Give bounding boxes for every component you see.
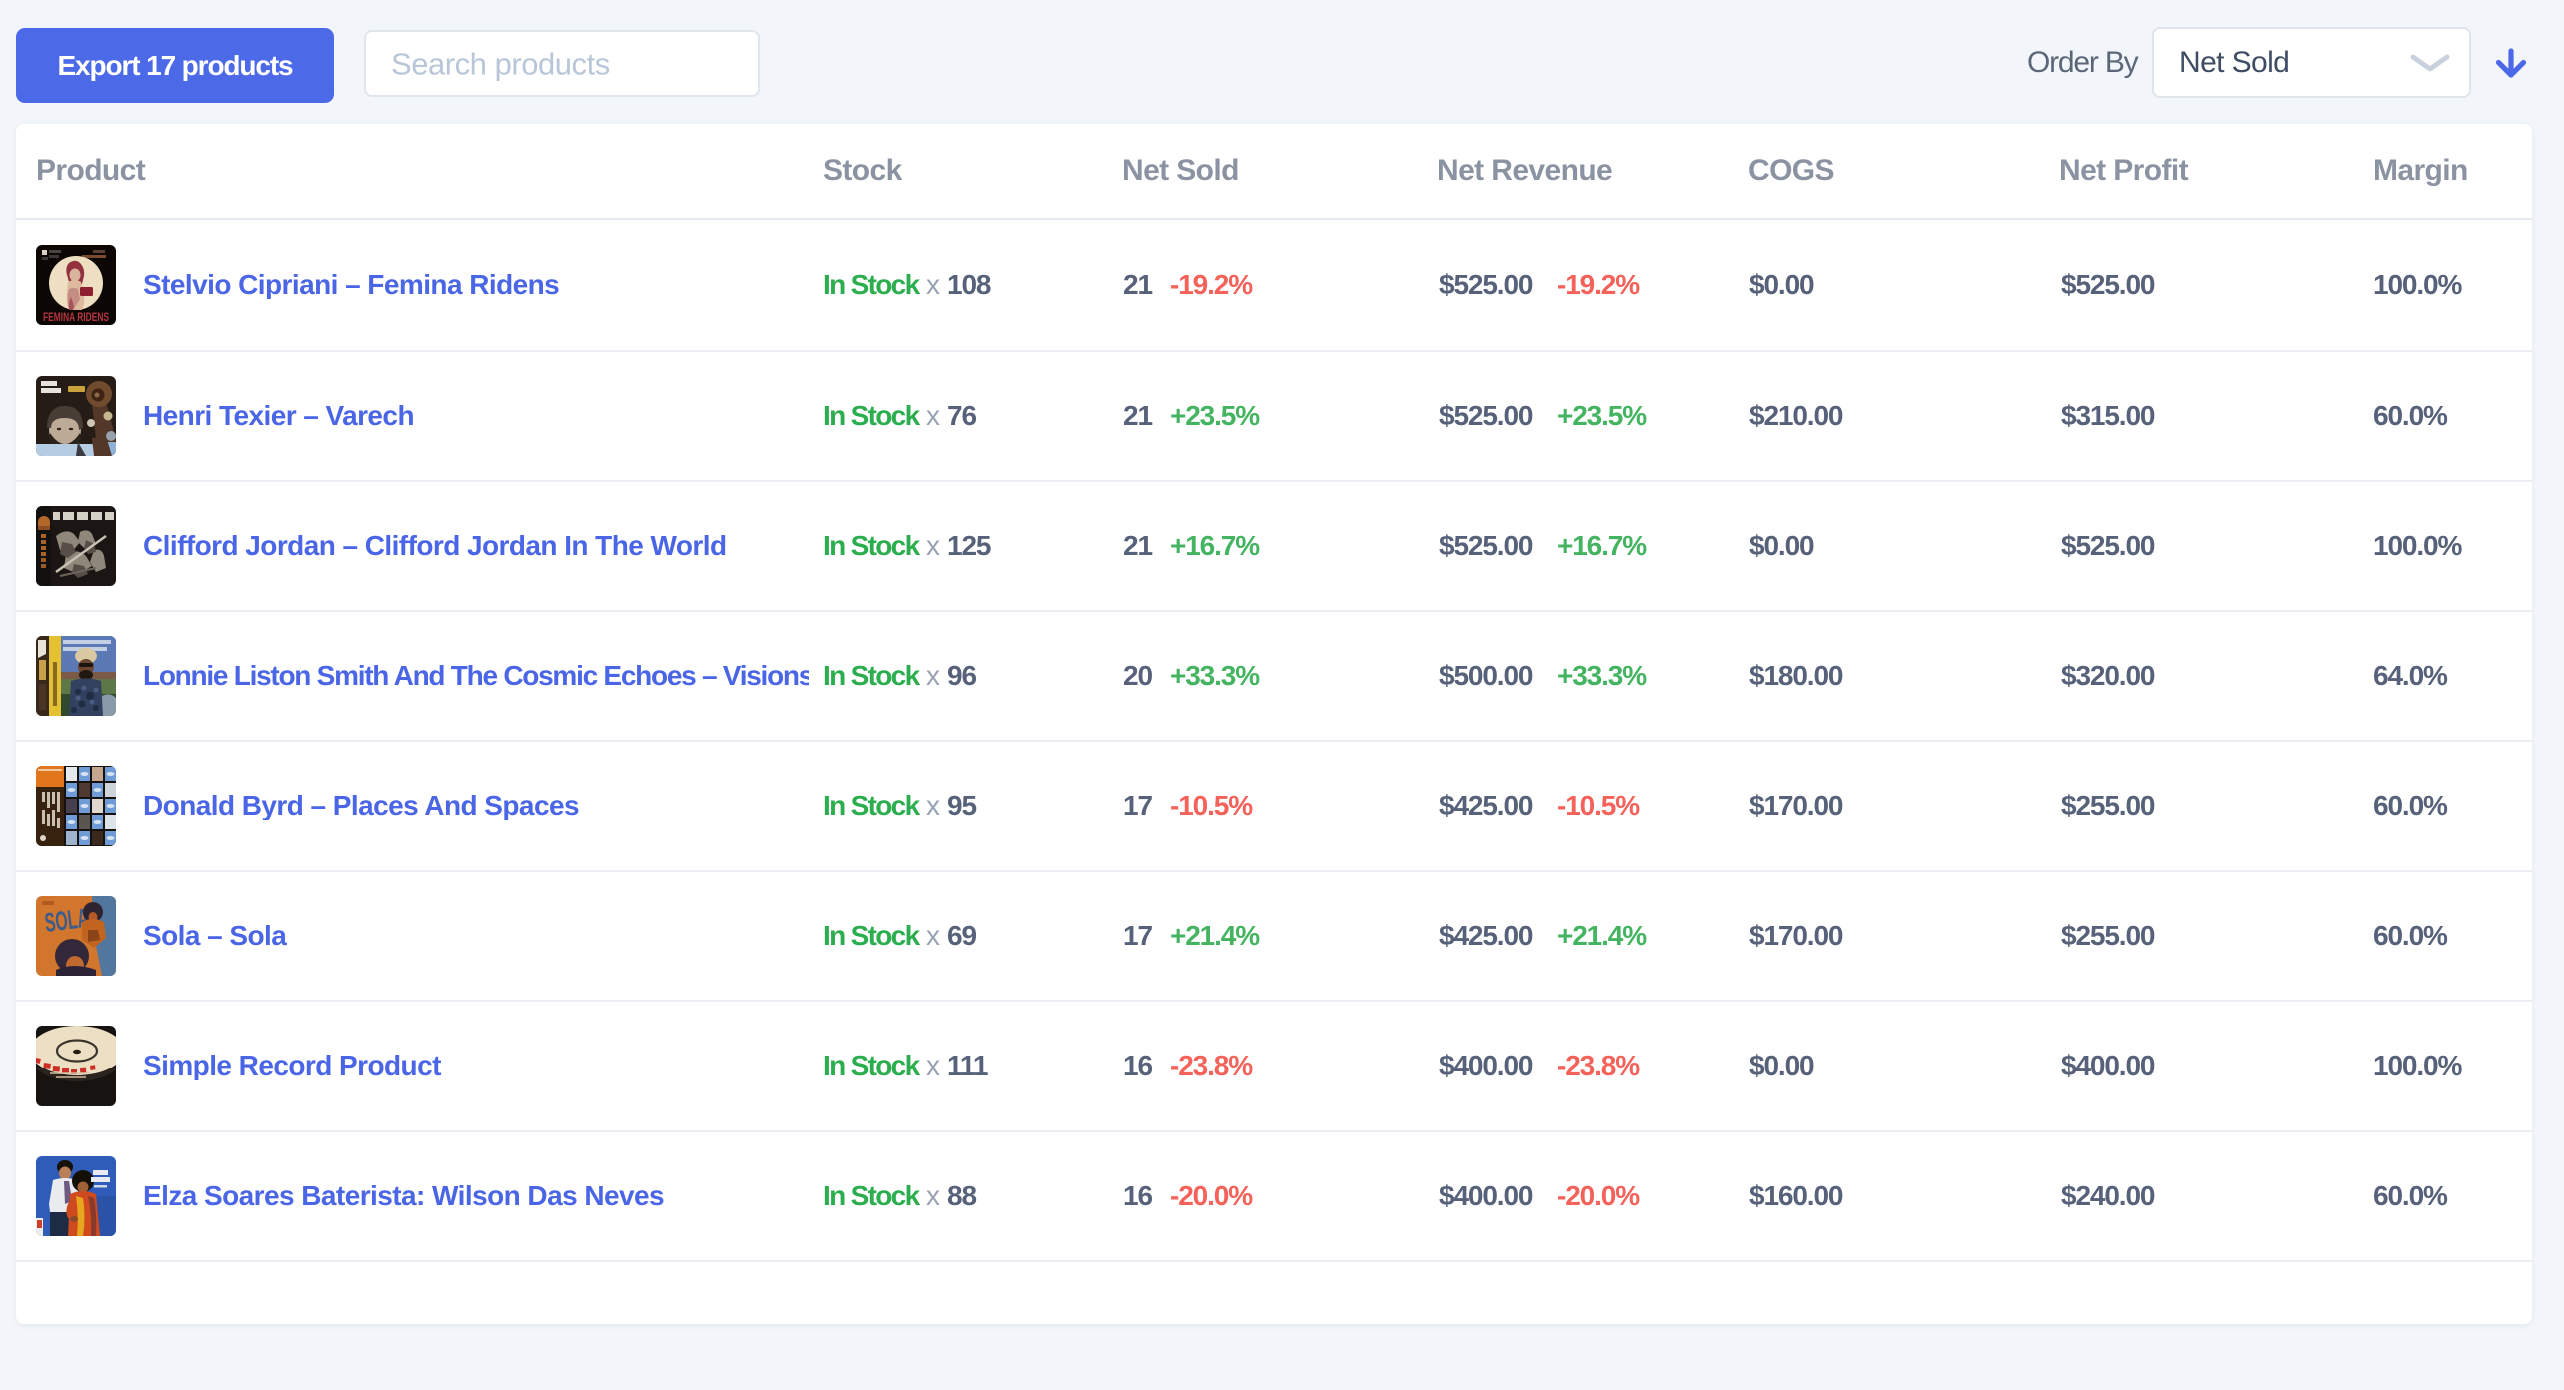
svg-text:FEMINA RIDENS: FEMINA RIDENS [43, 310, 109, 324]
